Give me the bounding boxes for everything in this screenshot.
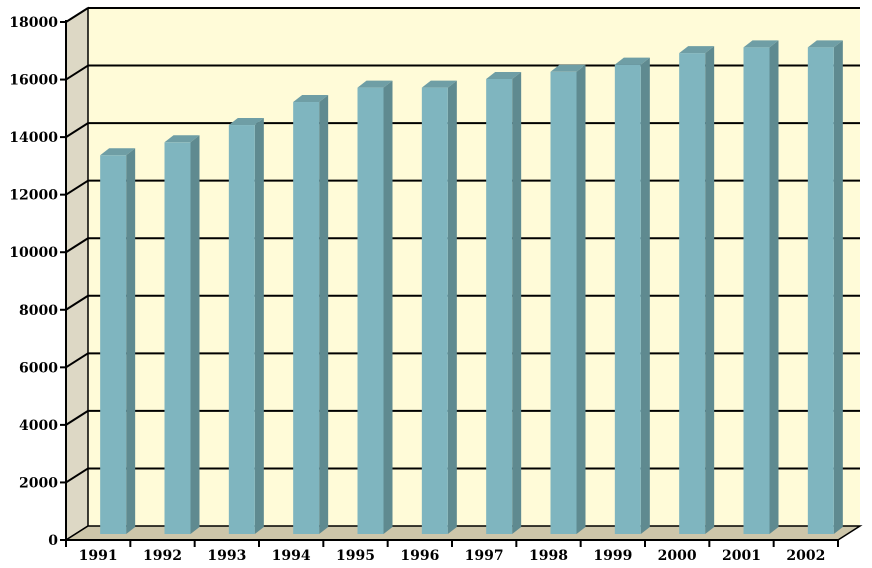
x-tick-labels: 1991 1992 1993 1994 1995 1996 1997 1998 1999 2000…	[79, 548, 826, 564]
y-tick-label-10000: 10000	[9, 245, 58, 261]
bar-top-2000	[679, 46, 715, 54]
bar-top-2002	[807, 40, 843, 48]
side-wall	[65, 6, 89, 542]
bar-1996	[421, 80, 457, 534]
gridline-side-16000	[65, 64, 89, 81]
y-tick-label-2000: 2000	[19, 475, 58, 491]
y-tick-label-4000: 4000	[19, 418, 58, 434]
bar-top-1997	[486, 71, 522, 79]
chart-walls	[63, 6, 863, 542]
gridline-side-8000	[65, 294, 89, 311]
x-tick-label-1991: 1991	[79, 548, 118, 564]
gridline-side-2000	[65, 467, 89, 484]
bar-2001	[743, 40, 779, 534]
bars	[100, 40, 843, 535]
bar-top-1995	[357, 80, 393, 88]
bar-1993	[228, 118, 264, 535]
bar-1998	[550, 64, 586, 535]
bar-side-1997	[512, 71, 522, 534]
bar-1997	[486, 71, 522, 534]
gridline-side-18000	[65, 7, 89, 23]
bar-front-1995	[357, 87, 384, 534]
x-tick-label-1992: 1992	[143, 548, 182, 564]
gridline-side-12000	[65, 179, 89, 196]
bar-front-1991	[100, 155, 127, 534]
bar-1995	[357, 80, 393, 534]
bar-front-2001	[743, 47, 770, 534]
back-wall	[88, 8, 860, 526]
bar-side-1992	[190, 135, 200, 535]
bar-front-1997	[486, 78, 513, 534]
y-tick-label-16000: 16000	[9, 73, 58, 89]
bar-side-2001	[769, 40, 779, 534]
gridline-side-10000	[65, 237, 89, 254]
bar-top-1991	[100, 148, 136, 156]
x-tick-label-1997: 1997	[465, 548, 504, 564]
bar-side-1998	[576, 64, 586, 535]
bar-1991	[100, 148, 136, 534]
bar-front-2000	[679, 53, 706, 534]
y-tick-label-8000: 8000	[19, 303, 58, 319]
bar-side-2000	[705, 46, 715, 534]
bar-side-1991	[126, 148, 136, 534]
gridline-side-6000	[65, 352, 89, 369]
bar-side-1993	[254, 118, 264, 535]
x-tick-label-1993: 1993	[207, 548, 246, 564]
bar-1992	[164, 135, 200, 535]
bar-front-1994	[293, 102, 320, 535]
bar-top-1996	[421, 80, 457, 88]
bar-side-2002	[833, 40, 843, 534]
y-tick-label-14000: 14000	[9, 130, 58, 146]
y-tick-labels: 0 2000 4000 6000 8000 10000 12000 14000 16000 180…	[9, 15, 58, 549]
axes	[60, 20, 839, 547]
x-tick-label-2000: 2000	[658, 548, 697, 564]
y-tick-label-18000: 18000	[9, 15, 58, 31]
bar-side-1994	[319, 95, 329, 535]
x-tick-label-1995: 1995	[336, 548, 375, 564]
bar-side-1996	[447, 80, 457, 534]
bar-2000	[679, 46, 715, 534]
x-tick-label-2002: 2002	[786, 548, 825, 564]
x-tick-label-1996: 1996	[400, 548, 439, 564]
gridline-side-4000	[65, 410, 89, 426]
bar-side-1995	[383, 80, 393, 534]
bar-2002	[807, 40, 843, 534]
x-tick-label-1994: 1994	[272, 548, 311, 564]
bar-front-1992	[164, 142, 191, 535]
bar-side-1999	[640, 57, 650, 534]
x-tick-label-1998: 1998	[529, 548, 568, 564]
bar-1999	[614, 57, 650, 534]
bar-top-2001	[743, 40, 779, 48]
y-tick-label-12000: 12000	[9, 188, 58, 204]
bar-front-1993	[228, 125, 255, 535]
bar-front-1998	[550, 71, 577, 535]
bar-front-1999	[614, 64, 641, 534]
x-tick-label-2001: 2001	[722, 548, 761, 564]
x-tick-label-1999: 1999	[593, 548, 632, 564]
bar-top-1993	[228, 118, 264, 126]
y-tick-label-6000: 6000	[19, 360, 58, 376]
gridline-side-14000	[65, 122, 89, 138]
bar-top-1994	[293, 95, 329, 103]
bar-top-1999	[614, 57, 650, 65]
bar-front-2002	[807, 47, 834, 534]
bar-top-1992	[164, 135, 200, 143]
bar-1994	[293, 95, 329, 535]
bar-front-1996	[421, 87, 448, 534]
gridlines	[65, 7, 860, 484]
y-tick-label-0: 0	[48, 533, 58, 549]
bar-top-1998	[550, 64, 586, 72]
